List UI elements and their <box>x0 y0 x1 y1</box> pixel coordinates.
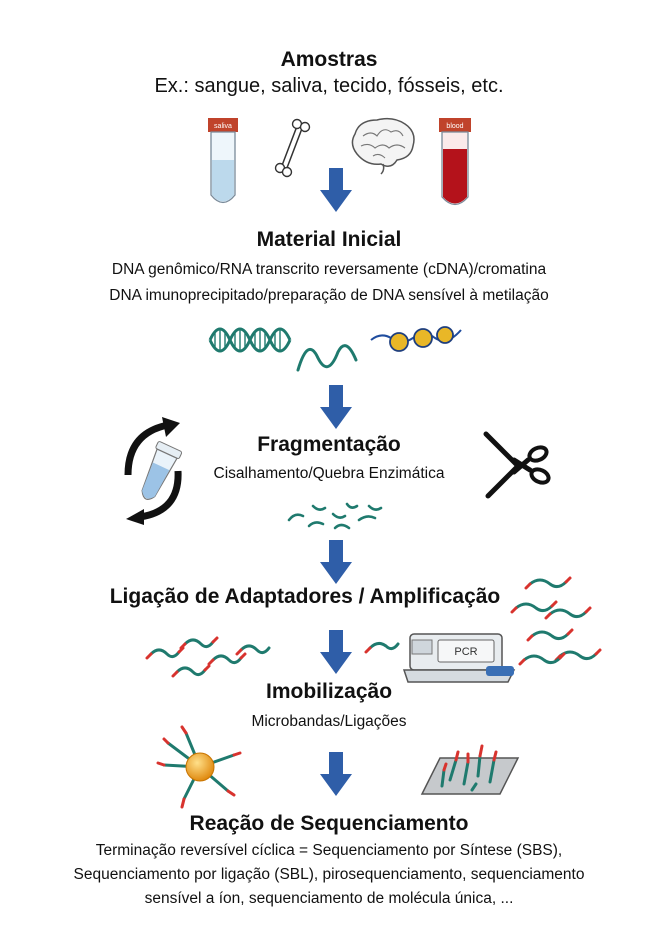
flow-arrow-4 <box>320 630 352 674</box>
blood-tube-label: blood <box>446 123 463 130</box>
sequencing-line-2: Sequenciamento por ligação (SBL), pirose… <box>73 866 585 883</box>
saliva-tube-label: saliva <box>214 123 232 130</box>
brain-icon <box>351 117 415 175</box>
samples-title: Amostras <box>280 48 378 71</box>
starting-material-line-2: DNA imunoprecipitado/preparação de DNA s… <box>109 287 549 304</box>
sequencing-line-3: sensível a íon, sequenciamento de molécu… <box>144 890 514 907</box>
starting-material-line-1: DNA genômico/RNA transcrito reversamente… <box>111 261 547 278</box>
samples-subtitle: Ex.: sangue, saliva, tecido, fósseis, et… <box>154 75 504 97</box>
flow-cell-icon <box>420 744 520 795</box>
ligated-fragments-icon <box>145 636 271 678</box>
nucleosome-icon <box>370 326 462 352</box>
flow-arrow-2 <box>320 385 352 429</box>
scissors-icon <box>483 431 551 499</box>
bone-icon <box>274 118 311 178</box>
flow-arrow-1 <box>320 168 352 212</box>
sequencing-line-1: Terminação reversível cíclica = Sequenci… <box>95 842 563 859</box>
flow-arrow-3 <box>320 540 352 584</box>
saliva-tube-icon: saliva <box>208 118 238 204</box>
sequencing-title: Reação de Sequenciamento <box>189 812 469 835</box>
rna-strand-icon <box>296 344 358 372</box>
flow-arrow-5 <box>320 752 352 796</box>
immobilization-title: Imobilização <box>265 680 393 703</box>
pcr-machine-icon: PCR <box>364 633 516 683</box>
blood-tube-icon: blood <box>439 118 471 206</box>
ligation-title: Ligação de Adaptadores / Amplificação <box>109 585 501 608</box>
dna-helix-icon <box>208 327 292 353</box>
immobilization-subtitle: Microbandas/Ligações <box>251 713 407 730</box>
fragmentation-title: Fragmentação <box>257 433 401 456</box>
amplified-fragments-icon <box>510 576 602 666</box>
pcr-label: PCR <box>454 646 477 658</box>
bead-icon <box>156 725 242 809</box>
eppendorf-tube-icon <box>124 417 183 525</box>
dna-fragments-icon <box>287 502 383 530</box>
starting-material-title: Material Inicial <box>256 228 402 251</box>
fragmentation-subtitle: Cisalhamento/Quebra Enzimática <box>213 465 445 482</box>
